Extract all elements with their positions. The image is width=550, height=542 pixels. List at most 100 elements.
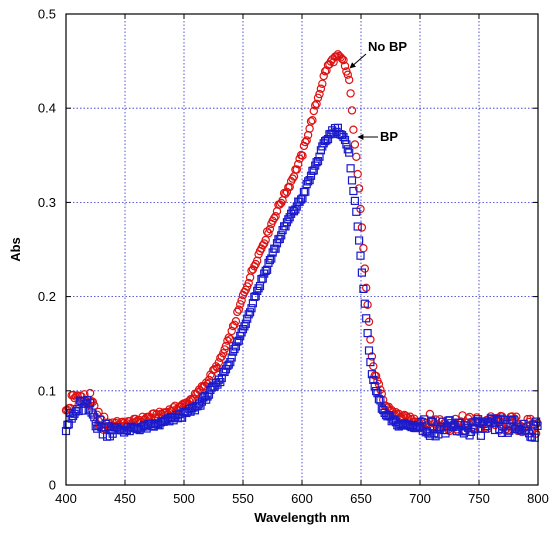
data-point [343, 70, 352, 79]
data-point [315, 89, 324, 99]
data-point [213, 380, 222, 389]
data-point [362, 314, 371, 323]
y-tick-label: 0.3 [38, 195, 56, 210]
data-point [461, 426, 470, 435]
data-point [315, 152, 324, 161]
x-tick-label: 400 [55, 491, 77, 506]
data-point [87, 408, 96, 417]
data-point [68, 411, 78, 421]
data-point [345, 75, 354, 85]
data-point [292, 202, 301, 211]
data-point [302, 136, 311, 145]
data-point [366, 358, 375, 367]
x-tick-label: 700 [409, 491, 431, 506]
data-point [234, 305, 243, 314]
data-point [366, 335, 375, 344]
data-point [226, 358, 235, 367]
annotation-arrow [349, 53, 367, 69]
annotations: No BP BP [349, 39, 407, 144]
data-point [316, 84, 326, 93]
data-point [488, 414, 497, 423]
data-point [363, 300, 372, 309]
data-point [313, 157, 323, 166]
data-point [340, 135, 350, 145]
data-point [352, 207, 361, 216]
data-point [231, 317, 241, 326]
data-point [227, 353, 236, 362]
data-point [352, 152, 361, 161]
data-point [353, 222, 362, 231]
data-point [356, 204, 365, 214]
data-point [355, 236, 364, 245]
data-point [119, 428, 129, 437]
data-point [235, 300, 245, 309]
data-point [265, 224, 275, 234]
data-point [90, 413, 99, 422]
data-point [282, 187, 292, 197]
data-point [359, 284, 368, 293]
data-point [492, 415, 501, 424]
data-point [284, 215, 293, 224]
data-point [346, 89, 355, 98]
data-point [372, 387, 381, 396]
x-axis-label: Wavelength nm [254, 510, 350, 525]
data-point [336, 130, 345, 139]
data-point [267, 254, 276, 263]
x-tick-label: 550 [232, 491, 254, 506]
data-point [71, 392, 81, 401]
data-point [85, 399, 95, 408]
data-point [425, 431, 434, 440]
data-point [507, 416, 517, 425]
data-point [244, 278, 253, 288]
data-point [182, 408, 191, 418]
data-point [369, 362, 378, 371]
data-point [353, 169, 362, 179]
data-point [376, 396, 385, 405]
data-point [312, 99, 321, 109]
data-point [88, 410, 98, 419]
data-point [270, 213, 279, 223]
data-point [306, 171, 316, 180]
annotation-label: No BP [368, 39, 407, 54]
data-point [339, 55, 348, 65]
data-point [178, 413, 187, 422]
data-point [336, 53, 345, 62]
data-point [237, 296, 246, 305]
data-point [377, 389, 386, 399]
axis-ticks: 400 450 500 550 600 650 700 750 800 0 0.1 0.2 0.3 0.4… [38, 7, 549, 507]
data-point [294, 159, 303, 169]
data-point [340, 61, 350, 71]
y-tick-label: 0.4 [38, 101, 56, 116]
data-point [374, 395, 383, 404]
data-point [354, 184, 364, 193]
data-point [313, 93, 323, 103]
data-point [390, 415, 399, 424]
data-point [338, 131, 347, 140]
data-point [342, 140, 351, 149]
data-point [350, 140, 360, 149]
x-tick-label: 500 [173, 491, 195, 506]
data-point [357, 223, 367, 232]
data-point [360, 299, 369, 308]
data-point [349, 186, 358, 196]
data-point [363, 329, 372, 338]
y-tick-label: 0 [49, 478, 56, 493]
data-point [357, 268, 366, 277]
data-point [309, 106, 318, 116]
data-point [367, 352, 377, 361]
data-point [428, 417, 437, 427]
data-point [258, 274, 267, 283]
data-point [379, 405, 388, 415]
annotation-label: BP [380, 129, 398, 144]
data-point [367, 370, 376, 379]
data-point [292, 165, 301, 174]
data-point [311, 101, 320, 110]
data-point [105, 432, 115, 441]
data-point [345, 148, 354, 157]
data-point [479, 419, 488, 428]
x-tick-label: 650 [350, 491, 372, 506]
data-point [80, 397, 89, 406]
data-point [187, 404, 197, 413]
data-point [262, 227, 272, 236]
